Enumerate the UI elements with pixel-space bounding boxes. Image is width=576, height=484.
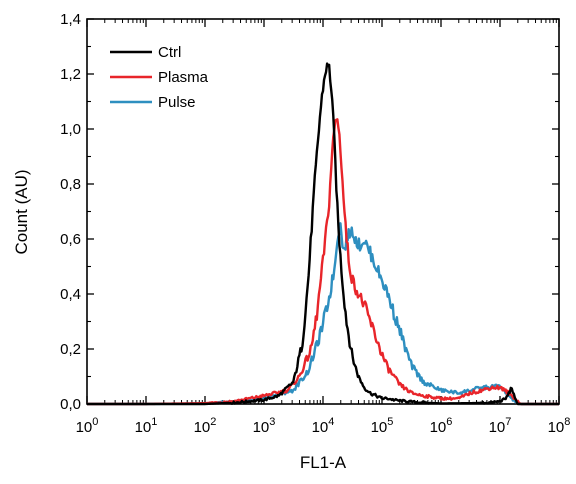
x-tick-base: 10 [312, 419, 329, 436]
y-tick-label: 1,4 [60, 11, 81, 28]
x-tick-base: 10 [253, 419, 270, 436]
x-tick-label: 107 [489, 416, 512, 436]
x-tick-base: 10 [194, 419, 211, 436]
x-tick-exponent: 0 [92, 416, 98, 428]
x-tick-base: 10 [430, 419, 447, 436]
y-axis-ticks: 0,0 0,2 0,4 0,6 0,8 1,0 1,2 1,4 [60, 11, 559, 413]
y-tick-label: 0,4 [60, 286, 81, 303]
x-tick-exponent: 1 [151, 416, 157, 428]
legend: Ctrl Plasma Pulse [110, 44, 209, 111]
x-tick-label: 103 [253, 416, 276, 436]
y-tick-label: 0,2 [60, 341, 81, 358]
x-tick-exponent: 3 [269, 416, 275, 428]
x-tick-base: 10 [76, 419, 93, 436]
x-axis-title: FL1-A [300, 453, 347, 472]
x-tick-base: 10 [548, 419, 565, 436]
y-axis-title: Count (AU) [12, 169, 31, 254]
y-tick-label: 1,2 [60, 66, 81, 83]
x-tick-base: 10 [135, 419, 152, 436]
x-tick-exponent: 8 [564, 416, 570, 428]
x-tick-label: 102 [194, 416, 217, 436]
x-tick-label: 101 [135, 416, 158, 436]
series-layer [86, 62, 560, 406]
x-tick-exponent: 2 [210, 416, 216, 428]
x-tick-label: 105 [371, 416, 394, 436]
x-tick-exponent: 6 [446, 416, 452, 428]
x-tick-label: 100 [76, 416, 99, 436]
y-tick-label: 0,0 [60, 396, 81, 413]
series-line-ctrl [86, 62, 560, 406]
x-tick-label: 106 [430, 416, 453, 436]
y-tick-label: 0,6 [60, 231, 81, 248]
legend-label-plasma: Plasma [158, 69, 209, 86]
y-tick-label: 0,8 [60, 176, 81, 193]
x-tick-exponent: 7 [505, 416, 511, 428]
x-tick-label: 108 [548, 416, 571, 436]
x-tick-base: 10 [371, 419, 388, 436]
y-tick-label: 1,0 [60, 121, 81, 138]
x-tick-base: 10 [489, 419, 506, 436]
legend-label-ctrl: Ctrl [158, 44, 181, 61]
legend-label-pulse: Pulse [158, 94, 196, 111]
x-tick-exponent: 5 [387, 416, 393, 428]
x-tick-exponent: 4 [328, 416, 334, 428]
x-tick-label: 104 [312, 416, 335, 436]
